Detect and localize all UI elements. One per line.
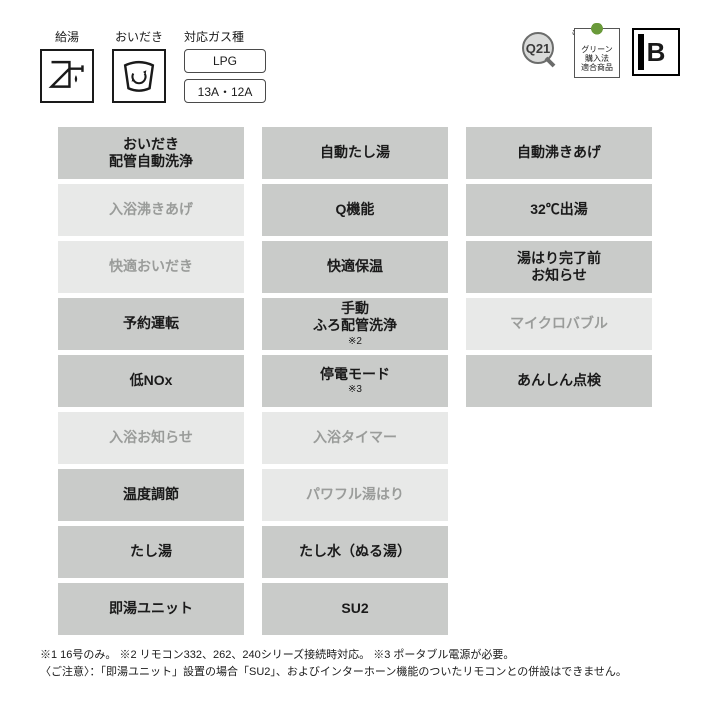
feature-cell: 低NOx (58, 355, 244, 407)
reheat-icon (112, 49, 166, 103)
feature-cell: 32℃出湯 (466, 184, 652, 236)
feature-cell: 快適おいだき (58, 241, 244, 293)
feature-cell: パワフル湯はり (262, 469, 448, 521)
q21-badge: Q21 ※1 (514, 28, 562, 72)
hot-water-group: 給湯 (40, 28, 94, 103)
feature-cell: おいだき配管自動洗浄 (58, 127, 244, 179)
feature-cell: 入浴沸きあげ (58, 184, 244, 236)
hot-water-label: 給湯 (55, 28, 79, 45)
feature-cell: 手動ふろ配管洗浄※2 (262, 298, 448, 350)
feature-grid: おいだき配管自動洗浄自動たし湯自動沸きあげ入浴沸きあげ Q機能 32℃出湯快適おいだ… (58, 127, 680, 635)
green-purchase-badge: グリーン購入法適合商品 (574, 28, 620, 78)
svg-text:Q21: Q21 (526, 41, 551, 56)
feature-cell: たし湯 (58, 526, 244, 578)
feature-cell: 予約運転 (58, 298, 244, 350)
feature-cell: 自動たし湯 (262, 127, 448, 179)
feature-cell: SU2 (262, 583, 448, 635)
feature-cell: 入浴タイマー (262, 412, 448, 464)
reheat-group: おいだき (112, 28, 166, 103)
feature-cell: 温度調節 (58, 469, 244, 521)
gas-type-13a12a: 13A・12A (184, 79, 266, 103)
feature-cell: 湯はり完了前お知らせ (466, 241, 652, 293)
feature-cell: マイクロバブル (466, 298, 652, 350)
feature-cell: 即湯ユニット (58, 583, 244, 635)
feature-cell: 自動沸きあげ (466, 127, 652, 179)
feature-cell: 快適保温 (262, 241, 448, 293)
footnote-2: 〈ご注意〉：「即湯ユニット」設置の場合「SU2」、およびインターホーン機能のつい… (40, 664, 680, 681)
footnotes: ※1 16号のみ。 ※2 リモコン332、262、240シリーズ接続時対応。 ※… (40, 647, 680, 680)
gas-types: 対応ガス種 LPG 13A・12A (184, 28, 266, 109)
b-badge: B (632, 28, 680, 76)
feature-cell: 入浴お知らせ (58, 412, 244, 464)
header-row: 給湯 おいだき 対応ガス種 LPG 13A・12A Q21 (40, 28, 680, 109)
gas-type-lpg: LPG (184, 49, 266, 73)
badges: Q21 ※1 グリーン購入法適合商品 B (514, 28, 680, 78)
feature-cell: あんしん点検 (466, 355, 652, 407)
hot-water-icon (40, 49, 94, 103)
gas-types-label: 対応ガス種 (184, 28, 266, 45)
feature-cell: Q機能 (262, 184, 448, 236)
feature-cell: たし水（ぬる湯） (262, 526, 448, 578)
feature-cell: 停電モード※3 (262, 355, 448, 407)
footnote-1: ※1 16号のみ。 ※2 リモコン332、262、240シリーズ接続時対応。 ※… (40, 647, 680, 664)
reheat-label: おいだき (115, 28, 163, 45)
